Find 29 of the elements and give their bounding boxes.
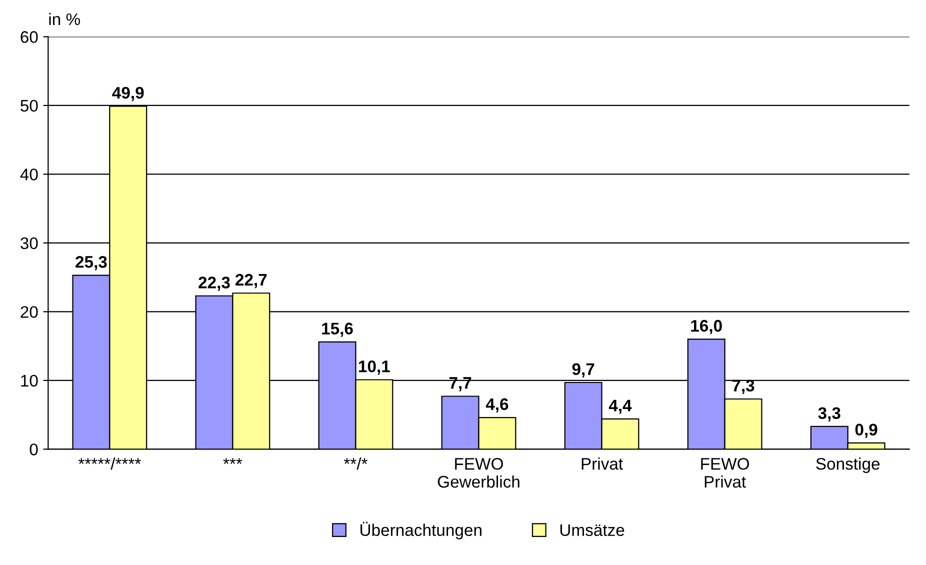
x-tick-label: **/* (344, 458, 368, 470)
data-label: 49,9 (112, 86, 144, 102)
y-tick-label: 10 (21, 374, 38, 387)
x-tick-label: FEWO Privat (701, 458, 749, 488)
y-tick-label: 30 (20, 237, 38, 250)
data-label: 4,6 (486, 398, 508, 413)
y-tick-label: 0 (30, 444, 38, 456)
x-tick-label: FEWO Gewerblich (438, 458, 520, 488)
data-label: 22,7 (236, 274, 267, 288)
x-tick-label: *****/**** (78, 458, 141, 470)
y-tick-label: 40 (20, 168, 38, 180)
data-label: 10,1 (359, 360, 390, 375)
legend-label: Übernachtungen (360, 522, 482, 540)
data-label: 15,6 (322, 322, 353, 337)
data-label: 22,3 (198, 276, 230, 291)
data-label: 4,4 (608, 400, 632, 414)
x-tick-label: *** (223, 458, 242, 464)
y-tick-label: 60 (20, 31, 38, 43)
data-label: 16,0 (691, 320, 722, 334)
y-tick-label: 20 (20, 306, 38, 318)
legend-label: Umsätze (560, 524, 624, 536)
data-label: 25,3 (76, 256, 107, 270)
y-tick-label: 50 (20, 100, 38, 112)
x-tick-label: Sonstige (816, 458, 880, 474)
x-tick-label: Privat (582, 458, 623, 470)
y-axis-title: in % (49, 12, 80, 26)
data-label: 9,7 (572, 363, 594, 378)
data-label: 0,9 (855, 424, 878, 438)
data-label: 3,3 (818, 407, 840, 422)
